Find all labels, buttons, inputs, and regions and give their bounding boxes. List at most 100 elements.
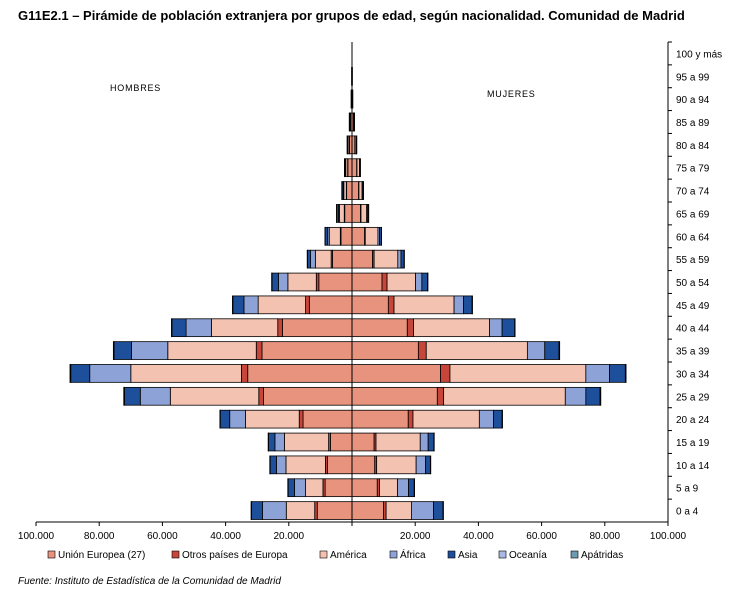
bar-hombres-américa — [167, 341, 257, 360]
bar-hombres-otros-países-de-europa — [258, 386, 264, 406]
bar-hombres-américa — [287, 272, 317, 292]
y-tick-label: 90 a 94 — [676, 95, 710, 106]
bar-mujeres-asia — [433, 501, 444, 520]
label-hombres: HOMBRES — [110, 83, 161, 93]
bar-mujeres-unión-europea-27- — [351, 272, 383, 292]
y-tick-label: 10 a 14 — [676, 461, 710, 472]
bar-mujeres-unión-europea-27- — [351, 478, 378, 498]
bar-mujeres-otros-países-de-europa — [387, 295, 395, 315]
bar-hombres-unión-europea-27- — [247, 364, 353, 383]
y-tick-label: 55 a 59 — [676, 255, 710, 266]
bar-hombres-américa — [314, 249, 332, 269]
bar-mujeres-asia — [609, 364, 626, 383]
x-tick-label: 80.000 — [590, 531, 621, 542]
bar-mujeres-unión-europea-27- — [351, 226, 366, 246]
bar-hombres-unión-europea-27- — [324, 478, 353, 498]
bar-hombres-américa — [328, 226, 341, 246]
bar-hombres-áfrica — [139, 386, 171, 406]
bar-mujeres-otros-países-de-europa — [381, 272, 388, 292]
bar-hombres-asia — [269, 455, 277, 475]
bar-mujeres-américa — [373, 249, 399, 269]
bar-hombres-unión-europea-27- — [326, 455, 353, 475]
bar-hombres-unión-europea-27- — [308, 295, 353, 315]
bar-hombres-unión-europea-27- — [302, 409, 353, 429]
bar-hombres-unión-europea-27- — [318, 272, 353, 292]
bar-mujeres-asia — [501, 318, 516, 338]
bar-hombres-asia — [307, 249, 312, 269]
bar-hombres-américa — [339, 204, 345, 223]
legend-swatch — [498, 550, 507, 559]
y-tick-label: 35 a 39 — [676, 347, 710, 358]
bar-hombres-áfrica — [274, 432, 285, 452]
x-tick-label: 40.000 — [210, 531, 241, 542]
bar-mujeres-áfrica — [489, 318, 503, 338]
bar-mujeres-unión-europea-27- — [351, 432, 375, 452]
y-tick-label: 80 a 84 — [676, 141, 710, 152]
bar-hombres-áfrica — [276, 455, 287, 475]
y-tick-label: 60 a 64 — [676, 232, 710, 243]
bar-mujeres-otros-países-de-europa — [440, 364, 451, 383]
bar-hombres-américa — [305, 478, 324, 498]
legend-label: África — [400, 548, 426, 561]
bar-hombres-américa — [285, 455, 326, 475]
legend-label: Apátridas — [581, 550, 623, 561]
x-tick-label: 20.000 — [400, 531, 431, 542]
y-tick-label: 75 a 79 — [676, 164, 710, 175]
bar-mujeres-asia — [425, 455, 431, 475]
bar-hombres-asia — [251, 501, 263, 520]
bar-hombres-asia — [232, 295, 245, 315]
bar-mujeres-unión-europea-27- — [351, 386, 438, 406]
bar-hombres-unión-europea-27- — [261, 341, 353, 360]
y-tick-label: 45 a 49 — [676, 301, 710, 312]
bar-mujeres-asia — [544, 341, 560, 360]
y-tick-label: 40 a 44 — [676, 324, 710, 335]
x-tick-label: 60.000 — [526, 531, 557, 542]
bar-mujeres-asia — [463, 295, 473, 315]
legend-swatch — [171, 550, 180, 559]
legend-swatch — [389, 550, 398, 559]
bar-mujeres-unión-europea-27- — [351, 181, 360, 200]
bar-hombres-áfrica — [262, 501, 287, 520]
bar-mujeres-áfrica — [419, 432, 429, 452]
bar-mujeres-asia — [427, 432, 435, 452]
bar-mujeres-unión-europea-27- — [351, 295, 389, 315]
bar-mujeres-asia — [585, 386, 601, 406]
y-tick-label: 0 a 4 — [676, 507, 699, 518]
bar-mujeres-áfrica — [453, 295, 464, 315]
label-mujeres: MUJERES — [487, 89, 536, 99]
bar-hombres-otros-países-de-europa — [277, 318, 283, 338]
bar-mujeres-áfrica — [478, 409, 494, 429]
chart-title: G11E2.1 – Pirámide de población extranje… — [18, 8, 685, 23]
bar-mujeres-américa — [449, 364, 587, 383]
bar-hombres-asia — [219, 409, 231, 429]
y-tick-label: 100 y más — [676, 49, 722, 60]
bar-hombres-otros-países-de-europa — [305, 295, 310, 315]
bar-hombres-áfrica — [185, 318, 212, 338]
x-tick-label: 100.000 — [18, 531, 55, 542]
bar-mujeres-áfrica — [415, 272, 423, 292]
bar-hombres-asia — [268, 432, 276, 452]
y-tick-label: 95 a 99 — [676, 72, 710, 83]
bar-hombres-áfrica — [89, 364, 132, 383]
legend-label: Unión Europea (27) — [58, 550, 145, 561]
bar-mujeres-américa — [425, 341, 528, 360]
bar-mujeres-áfrica — [526, 341, 546, 360]
bar-mujeres-asia — [421, 272, 428, 292]
legend-swatch — [447, 550, 456, 559]
bar-mujeres-asia — [493, 409, 503, 429]
bar-mujeres-américa — [364, 226, 379, 246]
x-tick-label: 40.000 — [463, 531, 494, 542]
bar-hombres-unión-europea-27- — [344, 204, 353, 223]
y-tick-label: 15 a 19 — [676, 438, 710, 449]
bar-hombres-asia — [171, 318, 187, 338]
legend-swatch — [319, 550, 328, 559]
x-tick-label: 80.000 — [84, 531, 115, 542]
bar-mujeres-unión-europea-27- — [351, 318, 408, 338]
bar-hombres-áfrica — [229, 409, 246, 429]
bar-hombres-américa — [285, 501, 316, 520]
bar-mujeres-áfrica — [585, 364, 610, 383]
bar-mujeres-áfrica — [411, 501, 434, 520]
x-tick-label: 20.000 — [274, 531, 305, 542]
bar-hombres-asia — [287, 478, 295, 498]
y-tick-label: 20 a 24 — [676, 415, 710, 426]
